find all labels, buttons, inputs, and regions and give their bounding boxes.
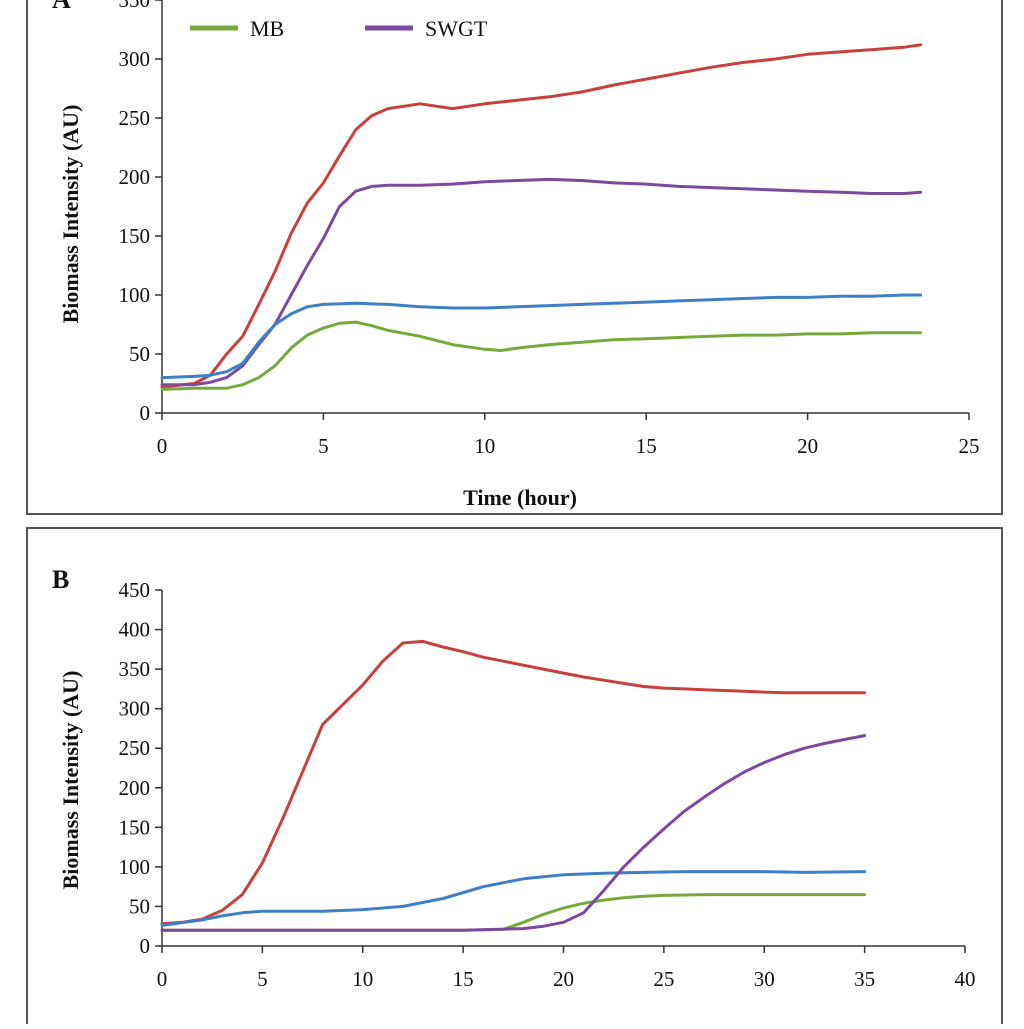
legend-label-swgt: SWGT [425,16,488,41]
x-tick-label: 25 [959,434,980,458]
x-tick-label: 20 [553,967,574,991]
panel-a-legend: MB SWGT [190,16,488,41]
y-tick-label: 250 [119,736,151,760]
y-tick-label: 150 [119,224,151,248]
y-tick-label: 300 [119,47,151,71]
x-tick-label: 40 [955,967,976,991]
panel-b: B Biomass Intensity (AU) 0 5 10 15 20 25 30 35 4… [52,565,976,991]
panel-a: A Time (hour) Biomass Intensity (AU) MB … [52,0,980,510]
series-line-2 [160,870,867,927]
panel-b-letter: B [52,565,69,594]
y-tick-label: 0 [140,934,151,958]
panel-a-x-axis-title: Time (hour) [463,485,577,510]
y-tick-label: 50 [129,894,150,918]
y-tick-label: 0 [140,401,151,425]
series-line-3 [160,293,923,380]
y-tick-label: 200 [119,776,151,800]
y-tick-label: 100 [119,855,151,879]
x-tick-label: 5 [318,434,329,458]
x-tick-label: 20 [797,434,818,458]
y-tick-label: 100 [119,283,151,307]
y-tick-label: 300 [119,697,151,721]
x-tick-label: 5 [257,967,268,991]
x-tick-label: 10 [352,967,373,991]
x-tick-label: 0 [157,967,168,991]
y-tick-label: 450 [119,578,151,602]
x-tick-label: 30 [754,967,775,991]
x-tick-label: 35 [854,967,875,991]
x-tick-label: 10 [474,434,495,458]
panel-b-frame [26,527,1003,1029]
legend-label-mb: MB [250,16,284,41]
series-line-1 [160,43,923,389]
y-tick-label: 350 [119,657,151,681]
series-line-4 [160,320,923,391]
series-line-2 [160,177,923,387]
y-tick-label: 350 [119,0,151,12]
panel-a-letter: A [52,0,71,14]
panel-b-y-axis-title: Biomass Intensity (AU) [58,671,83,890]
y-tick-label: 50 [129,342,150,366]
series-line-1 [160,639,867,926]
x-tick-label: 0 [157,434,168,458]
y-tick-label: 250 [119,106,151,130]
x-tick-label: 15 [636,434,657,458]
y-tick-label: 200 [119,165,151,189]
y-tick-label: 150 [119,815,151,839]
series-line-4 [160,734,867,932]
x-tick-label: 15 [453,967,474,991]
panel-a-frame [26,0,1003,515]
x-tick-label: 25 [653,967,674,991]
panel-a-y-axis-title: Biomass Intensity (AU) [58,105,83,324]
y-tick-label: 400 [119,618,151,642]
